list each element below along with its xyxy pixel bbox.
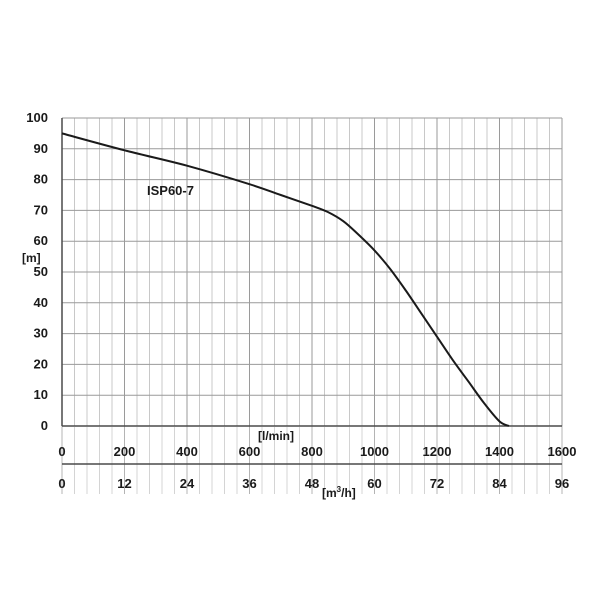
x-secondary-tick-labels: 0 12 24 36 48 60 72 84 96 [58, 476, 569, 491]
y-tick-label: 40 [34, 295, 48, 310]
x-primary-tick-label: 400 [176, 444, 198, 459]
axes [61, 118, 562, 465]
series-label: ISP60-7 [147, 183, 194, 198]
x-primary-tick-label: 1000 [360, 444, 389, 459]
y-tick-label: 100 [26, 110, 48, 125]
x-primary-tick-label: 1400 [485, 444, 514, 459]
x-secondary-label-base: [m [322, 486, 337, 500]
y-axis-label: [m] [22, 251, 41, 265]
x-primary-tick-label: 0 [58, 444, 65, 459]
x-secondary-tick-label: 12 [117, 476, 131, 491]
x-primary-tick-label: 200 [114, 444, 136, 459]
y-tick-label: 20 [34, 356, 48, 371]
x-primary-tick-label: 1200 [423, 444, 452, 459]
x-secondary-label-tail: /h] [341, 486, 356, 500]
y-tick-label: 10 [34, 387, 48, 402]
x-secondary-tick-label: 72 [430, 476, 444, 491]
x-secondary-tick-label: 0 [58, 476, 65, 491]
y-tick-label: 80 [34, 172, 48, 187]
x-primary-tick-label: 600 [239, 444, 261, 459]
x-secondary-tick-label: 36 [242, 476, 256, 491]
y-tick-label: 60 [34, 233, 48, 248]
x-primary-tick-label: 800 [301, 444, 323, 459]
x-secondary-tick-label: 24 [180, 476, 195, 491]
x-secondary-axis-label: [m3/h] [322, 485, 356, 500]
y-tick-label: 70 [34, 202, 48, 217]
y-tick-label: 30 [34, 326, 48, 341]
x-secondary-label-sup: 3 [337, 485, 342, 494]
x-secondary-tick-label: 84 [492, 476, 507, 491]
x-secondary-tick-label: 60 [367, 476, 381, 491]
y-tick-labels: 0 10 20 30 40 50 60 70 80 90 100 [26, 110, 48, 433]
x-secondary-tick-label: 48 [305, 476, 319, 491]
y-tick-label: 90 [34, 141, 48, 156]
y-tick-label: 0 [41, 418, 48, 433]
y-tick-label: 50 [34, 264, 48, 279]
x-secondary-tick-label: 96 [555, 476, 569, 491]
x-primary-tick-label: 1600 [548, 444, 577, 459]
series-line-isp60-7 [61, 132, 510, 427]
x-primary-axis-label: [l/min] [258, 429, 294, 443]
x-primary-tick-labels: 0 200 400 600 800 1000 1200 1400 1600 [58, 444, 576, 459]
series-group [61, 132, 510, 427]
